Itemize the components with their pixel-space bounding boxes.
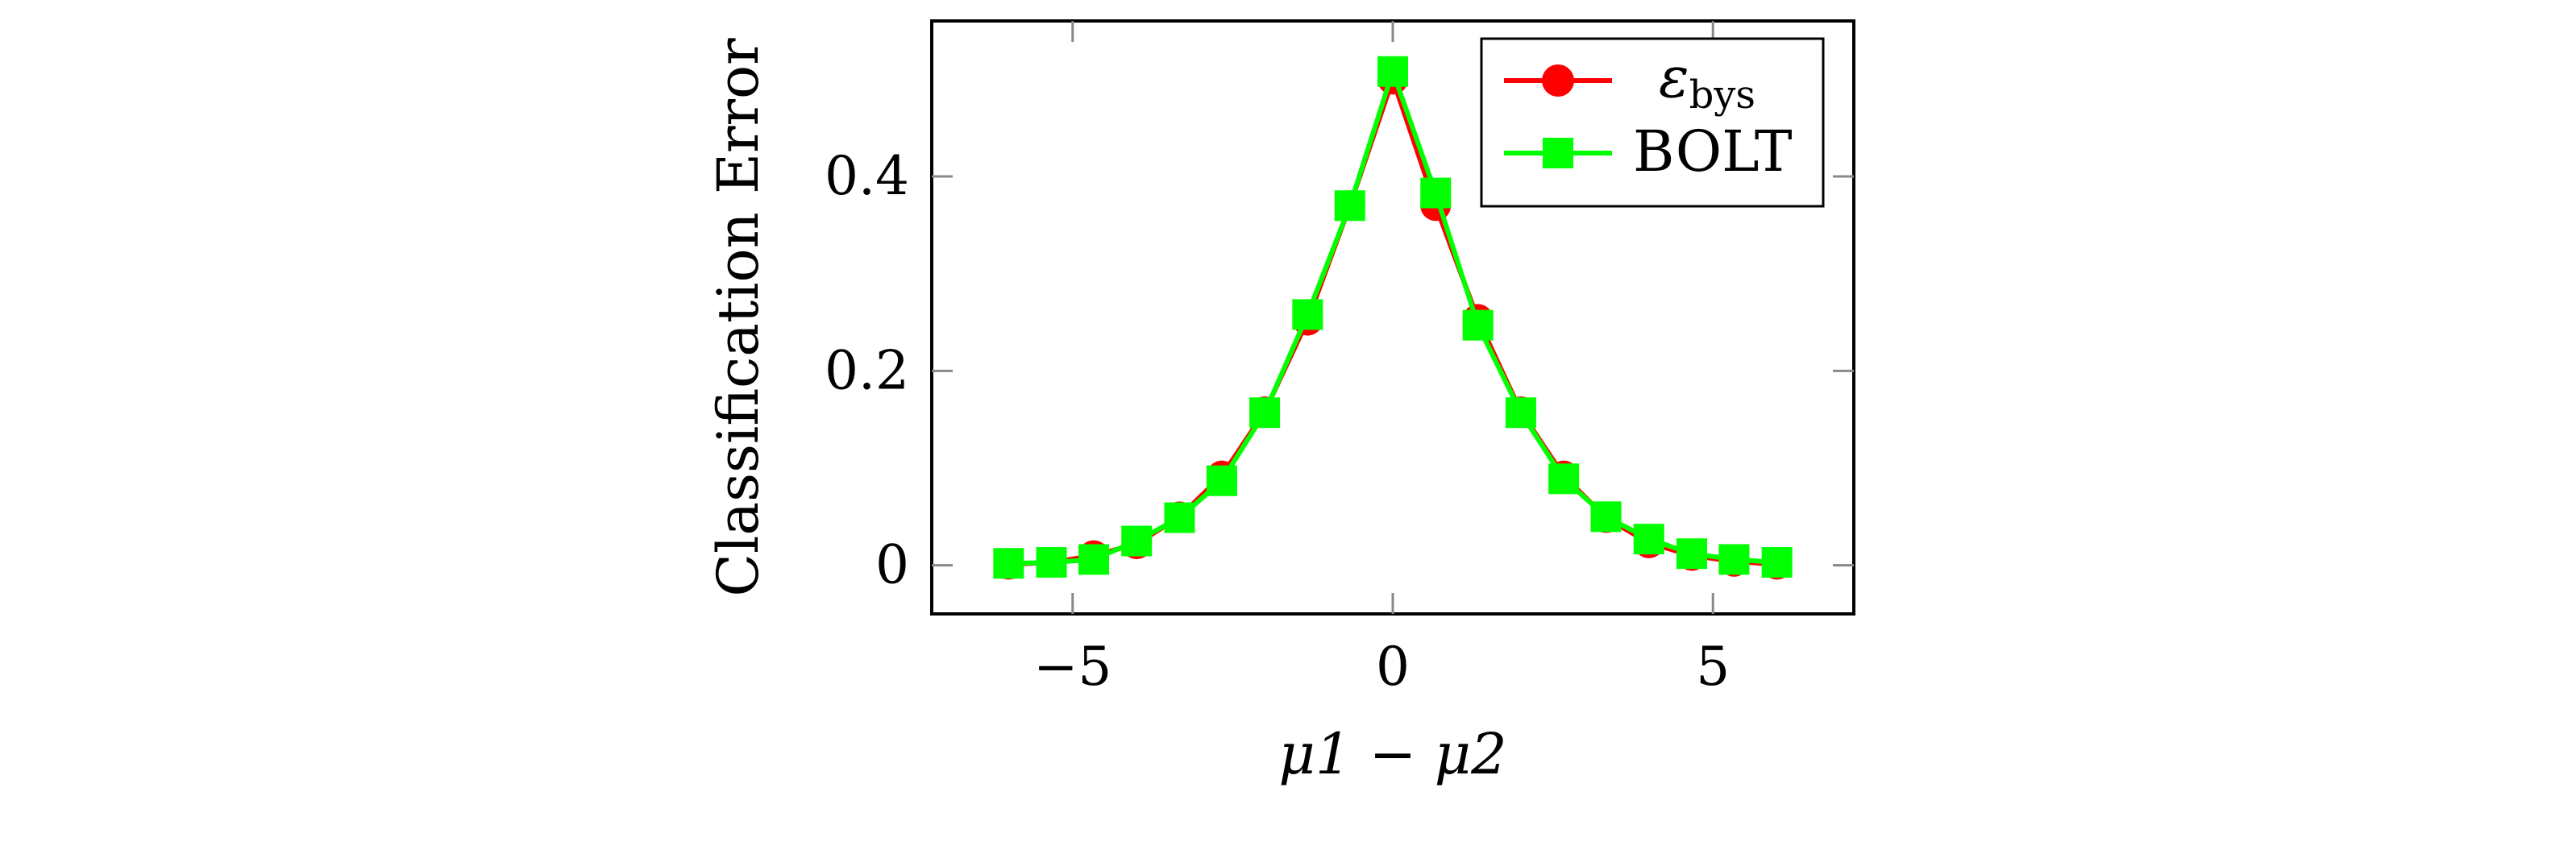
series-1-point-6 [1249,397,1281,429]
legend-entry-1: BOLT [1504,118,1793,184]
series-1-point-4 [1164,502,1195,533]
series-1-point-2 [1078,544,1109,575]
series-1-point-16 [1676,538,1708,570]
legend-label-0: εbys [1659,44,1755,118]
series-1-point-11 [1462,309,1494,341]
legend: εbys BOLT [1480,37,1825,208]
series-1-point-1 [1036,547,1067,578]
x-tick-label-1: 0 [1376,636,1410,698]
x-tick-label-0: −5 [1033,636,1111,698]
x-axis-title: μ1 − μ2 [1278,721,1506,787]
ticks-layer: −5 0 5 0 0.2 0.4 [825,21,1854,698]
series-1-point-13 [1548,463,1580,495]
series-1-point-3 [1121,525,1153,557]
y-tick-label-1: 0.2 [825,339,909,401]
series-1-point-17 [1718,544,1750,575]
legend-entry-0: εbys [1504,44,1755,118]
series-1-point-7 [1292,299,1323,330]
legend-label-1: BOLT [1633,118,1793,184]
legend-marker-0 [1542,64,1574,97]
marks-layer [993,56,1793,580]
legend-marker-1 [1543,138,1573,168]
legend-label-0-sub: bys [1689,73,1755,118]
y-axis-title: Classification Error [705,38,771,597]
series-1-point-18 [1761,547,1793,578]
legend-label-0-main: ε [1659,44,1689,110]
series-1-point-14 [1590,501,1622,533]
y-tick-label-0: 0 [875,534,909,596]
legend-box [1480,37,1825,208]
series-1-point-8 [1334,190,1365,222]
y-tick-label-2: 0.4 [825,145,909,207]
series-1-point-0 [993,548,1024,579]
series-1-point-5 [1206,465,1237,496]
series-1-point-12 [1505,397,1536,429]
x-tick-label-2: 5 [1696,636,1730,698]
series-1-point-10 [1420,177,1452,209]
series-1-point-9 [1377,56,1408,87]
series-1-point-15 [1633,524,1664,555]
